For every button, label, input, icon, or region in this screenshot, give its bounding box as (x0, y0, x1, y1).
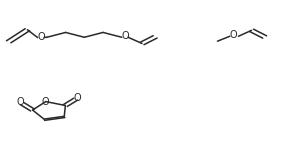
Text: O: O (230, 30, 237, 40)
Text: O: O (74, 93, 81, 103)
Text: O: O (122, 31, 129, 41)
Text: O: O (37, 32, 45, 42)
Text: O: O (17, 97, 24, 107)
Text: O: O (42, 97, 50, 107)
